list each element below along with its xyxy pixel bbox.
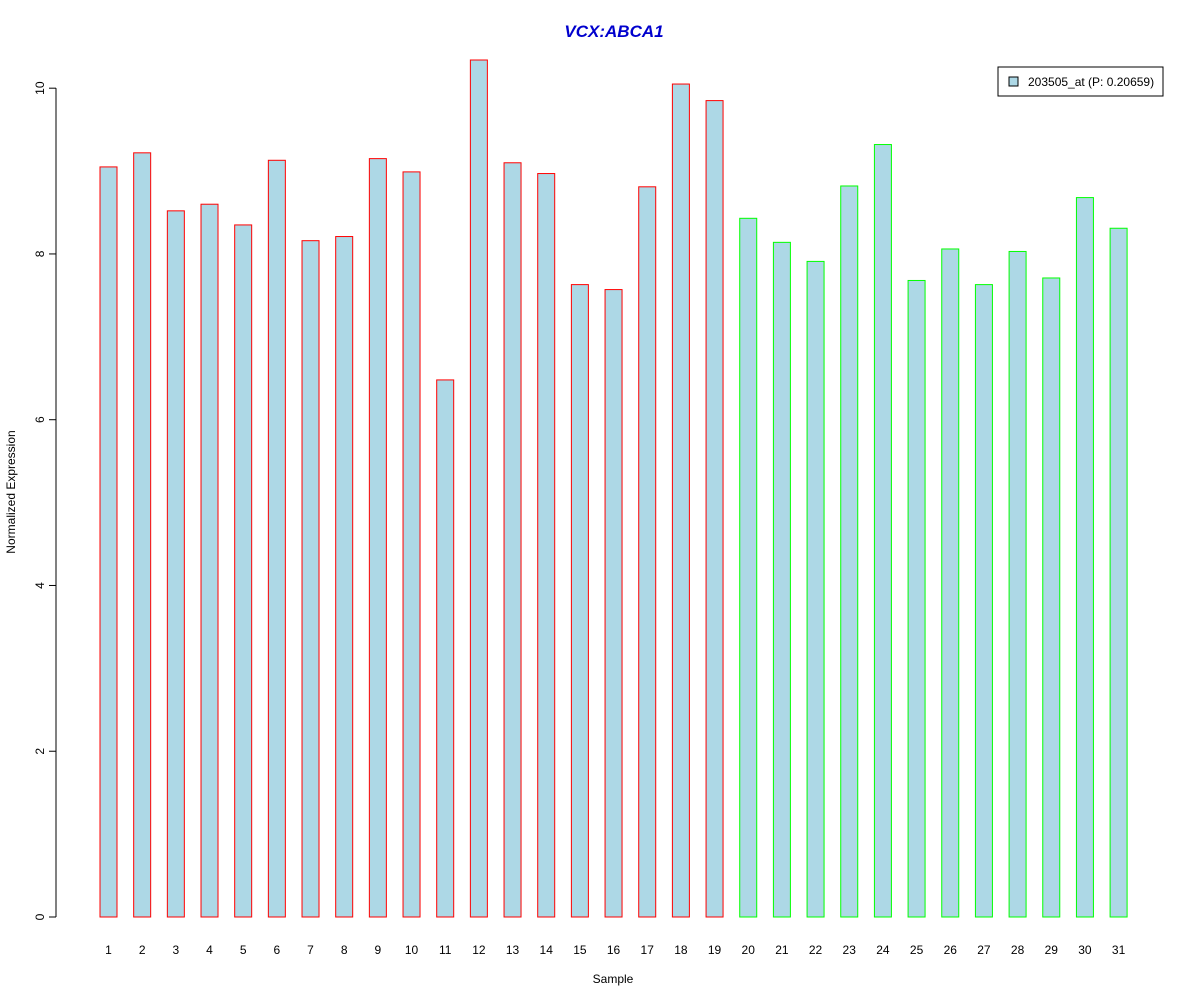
bar-3 [166,210,185,918]
x-tick-label: 9 [375,943,382,957]
bar-11 [436,379,455,918]
bar-23 [840,185,859,918]
bar-31 [1109,227,1128,918]
y-tick-label: 8 [33,250,47,257]
bar-29 [1042,277,1061,918]
bar-15 [570,284,589,918]
legend-label: 203505_at (P: 0.20659) [1028,75,1154,89]
x-tick-label: 11 [439,943,452,957]
bar-4 [200,203,219,918]
bar-7 [301,240,320,918]
x-tick-label: 29 [1045,943,1059,957]
bar-24 [873,144,892,918]
x-tick-label: 4 [206,943,213,957]
x-tick-label: 8 [341,943,348,957]
bar-19 [705,100,724,918]
legend: 203505_at (P: 0.20659) [997,66,1164,97]
legend-swatch [1008,76,1019,87]
bar-25 [907,279,926,918]
bar-1 [99,166,118,918]
y-tick-label: 6 [33,416,47,423]
x-tick-label: 21 [775,943,789,957]
x-tick-label: 22 [809,943,823,957]
x-axis-title: Sample [593,972,634,986]
bar-9 [368,158,387,918]
x-tick-label: 31 [1112,943,1126,957]
y-tick-label: 0 [33,913,47,920]
x-tick-label: 24 [876,943,890,957]
bar-18 [671,83,690,918]
bars [99,59,1128,918]
bar-28 [1008,250,1027,918]
x-tick-label: 30 [1078,943,1092,957]
bar-14 [537,173,556,918]
x-tick-label: 25 [910,943,924,957]
y-tick-label: 4 [33,582,47,589]
x-tick-label: 28 [1011,943,1025,957]
bar-5 [234,224,253,918]
x-tick-labels: 1 2 3 4 5 6 7 8 9 10 11 12 13 14 15 16 17 18 19 20 21 22 23 24 2… [105,943,1125,957]
bar-21 [772,241,791,918]
y-tick-label: 2 [33,748,47,755]
bar-27 [974,284,993,918]
x-tick-label: 12 [472,943,486,957]
x-tick-label: 18 [674,943,688,957]
x-tick-label: 2 [139,943,146,957]
bar-12 [469,59,488,918]
x-tick-label: 16 [607,943,621,957]
bar-22 [806,260,825,918]
bar-26 [941,248,960,918]
bar-6 [267,159,286,918]
x-tick-label: 20 [742,943,756,957]
bar-13 [503,162,522,918]
y-axis: 0 2 4 6 8 10 [33,81,57,920]
x-tick-label: 3 [172,943,179,957]
bar-8 [335,236,354,918]
x-tick-label: 26 [944,943,958,957]
x-tick-label: 15 [573,943,587,957]
x-tick-label: 17 [641,943,655,957]
x-tick-label: 19 [708,943,722,957]
bar-2 [133,152,152,918]
x-tick-label: 1 [105,943,112,957]
chart-title: VCX:ABCA1 [564,22,663,41]
bar-20 [739,217,758,918]
x-tick-label: 13 [506,943,520,957]
legend-box [997,66,1164,97]
bar-17 [638,186,657,918]
x-tick-label: 27 [977,943,991,957]
bar-10 [402,171,421,918]
x-tick-label: 14 [540,943,554,957]
x-tick-label: 6 [274,943,281,957]
x-tick-label: 10 [405,943,419,957]
x-tick-label: 5 [240,943,247,957]
y-tick-label: 10 [33,81,47,95]
x-tick-label: 23 [843,943,857,957]
x-tick-label: 7 [307,943,314,957]
bar-16 [604,289,623,918]
y-axis-title: Normalized Expression [4,430,18,553]
bar-30 [1075,197,1094,918]
